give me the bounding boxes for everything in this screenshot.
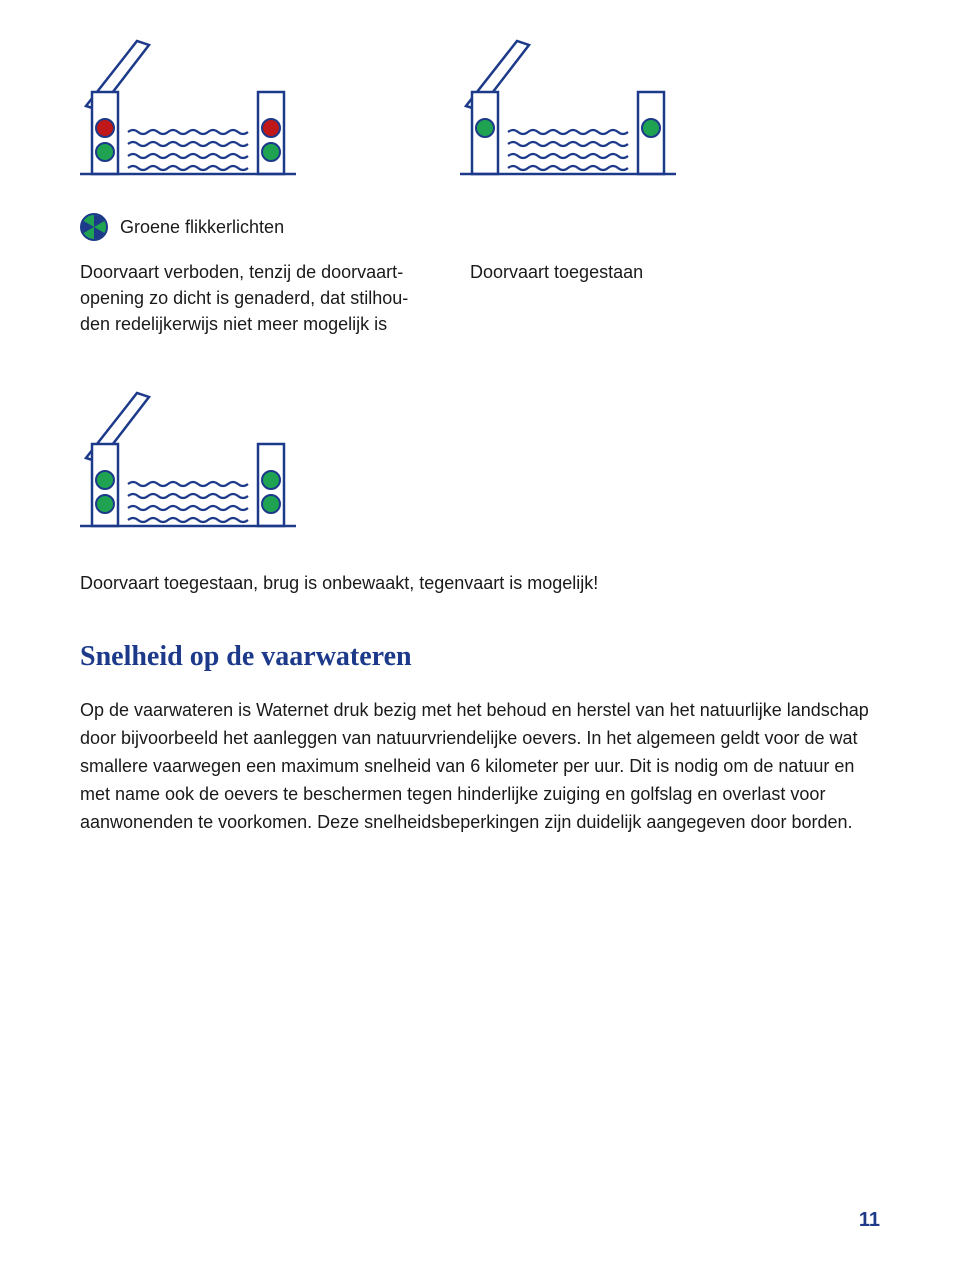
section-heading: Snelheid op de vaarwateren	[80, 641, 880, 673]
caption-3: Doorvaart toegestaan, brug is onbewaakt,…	[80, 570, 880, 596]
bridge-diagram-row	[80, 30, 880, 195]
legend-label: Groene flikkerlichten	[120, 217, 284, 238]
page-number: 11	[859, 1209, 880, 1232]
captions-row-1: Doorvaart verboden, tenzij de doorvaart­…	[80, 259, 880, 337]
legend-row: Groene flikkerlichten	[80, 213, 880, 241]
bridge-diagram-1	[80, 30, 300, 195]
bridge-diagram-3	[80, 382, 880, 552]
flashing-light-icon	[80, 213, 108, 241]
section-body: Op de vaarwateren is Waternet druk bezig…	[80, 697, 880, 836]
bridge-diagram-2	[460, 30, 680, 195]
caption-1: Doorvaart verboden, tenzij de doorvaart­…	[80, 259, 425, 337]
caption-2: Doorvaart toegestaan	[470, 259, 643, 337]
